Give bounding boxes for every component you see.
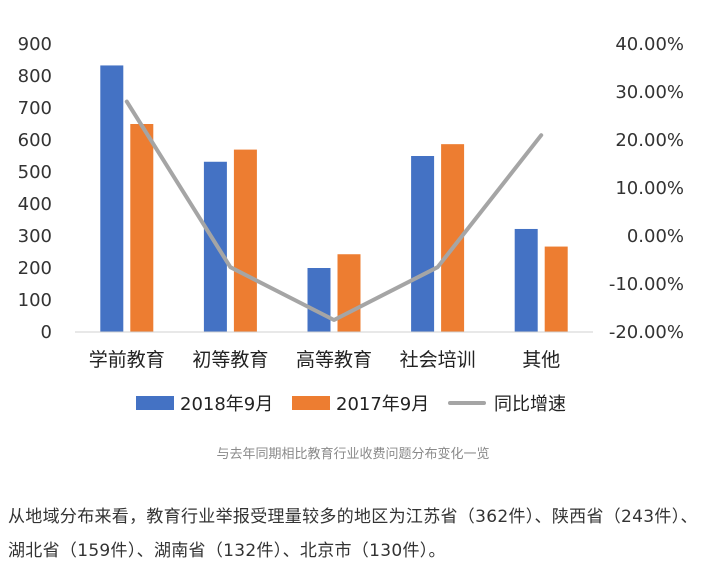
left-tick-label: 200 xyxy=(18,258,52,279)
category-label: 高等教育 xyxy=(296,349,372,371)
chart-caption: 与去年同期相比教育行业收费问题分布变化一览 xyxy=(216,447,490,462)
left-tick-label: 500 xyxy=(18,162,52,183)
legend-swatch-2017 xyxy=(292,396,330,410)
bar-2017-1 xyxy=(233,149,257,332)
left-tick-label: 700 xyxy=(18,98,52,119)
bar-layer xyxy=(100,65,568,332)
bar-2018-3 xyxy=(411,156,435,332)
legend-label-2017: 2017年9月 xyxy=(336,394,430,415)
bar-2017-0 xyxy=(130,124,154,332)
body-paragraph: 从地域分布来看，教育行业举报受理量较多的地区为江苏省（362件）、陕西省（243… xyxy=(8,507,698,561)
category-label: 学前教育 xyxy=(89,349,165,371)
category-label: 其他 xyxy=(522,349,560,371)
bar-2018-4 xyxy=(514,228,538,332)
right-tick-label: 40.00% xyxy=(615,34,684,55)
right-tick-label: -10.00% xyxy=(609,274,684,295)
growth-line xyxy=(124,99,544,322)
legend-item-2017: 2017年9月 xyxy=(292,388,429,418)
right-tick-label: 10.00% xyxy=(615,178,684,199)
legend: 2018年9月 2017年9月 同比增速 xyxy=(0,388,706,418)
left-tick-label: 100 xyxy=(18,290,52,311)
combo-chart: 0 100 200 300 400 500 600 700 800 900 -20.00% -10.… xyxy=(18,34,684,371)
bar-2017-3 xyxy=(441,144,465,332)
left-tick-label: 0 xyxy=(41,322,52,343)
legend-item-growth: 同比增速 xyxy=(448,388,566,418)
bar-2018-2 xyxy=(307,268,331,332)
category-label: 初等教育 xyxy=(192,349,268,371)
left-tick-label: 900 xyxy=(18,34,52,55)
left-y-axis: 0 100 200 300 400 500 600 700 800 900 xyxy=(18,34,52,343)
left-tick-label: 800 xyxy=(18,66,52,87)
legend-label-2018: 2018年9月 xyxy=(180,394,274,415)
right-tick-label: 20.00% xyxy=(615,130,684,151)
right-y-axis: -20.00% -10.00% 0.00% 10.00% 20.00% 30.00% 40.… xyxy=(609,34,684,343)
bar-2018-0 xyxy=(100,65,124,332)
right-tick-label: -20.00% xyxy=(609,322,684,343)
line-layer xyxy=(124,99,544,322)
left-tick-label: 300 xyxy=(18,226,52,247)
legend-item-2018: 2018年9月 xyxy=(136,388,273,418)
legend-label-growth: 同比增速 xyxy=(494,394,566,415)
x-axis-categories: 学前教育 初等教育 高等教育 社会培训 其他 xyxy=(89,349,560,371)
legend-swatch-2018 xyxy=(136,396,174,410)
left-tick-label: 400 xyxy=(18,194,52,215)
right-tick-label: 30.00% xyxy=(615,82,684,103)
category-label: 社会培训 xyxy=(400,349,476,371)
left-tick-label: 600 xyxy=(18,130,52,151)
bar-2017-2 xyxy=(337,254,361,332)
bar-2017-4 xyxy=(544,246,568,332)
right-tick-label: 0.00% xyxy=(627,226,684,247)
legend-swatch-growth xyxy=(448,401,486,405)
